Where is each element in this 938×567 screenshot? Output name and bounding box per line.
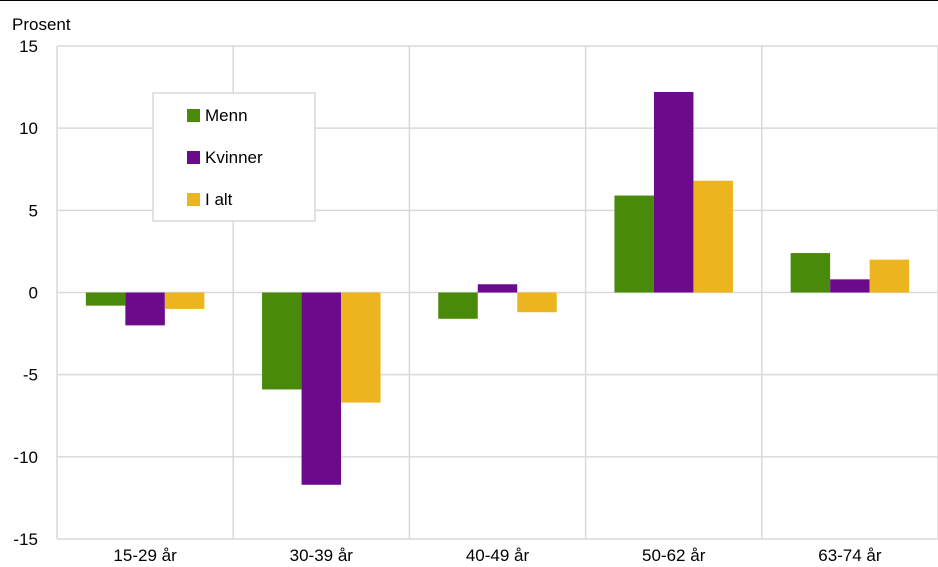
legend-swatch-kvinner xyxy=(187,151,200,164)
bar-menn-0 xyxy=(85,292,126,306)
bar-menn-2 xyxy=(438,292,478,319)
y-tick-label: 0 xyxy=(29,284,38,303)
y-axis-label: Prosent xyxy=(12,15,71,34)
x-tick-label: 40-49 år xyxy=(466,546,530,565)
legend-swatch-menn xyxy=(187,109,200,122)
bar-i-alt-1 xyxy=(341,292,381,403)
y-tick-labels: -15 -10 -5 0 5 10 15 xyxy=(13,37,38,549)
bar-kvinner-0 xyxy=(125,292,165,326)
bars xyxy=(85,92,910,485)
y-tick-label: 10 xyxy=(19,119,38,138)
bar-menn-1 xyxy=(262,292,302,390)
x-tick-label: 50-62 år xyxy=(642,546,706,565)
bar-menn-4 xyxy=(790,253,831,293)
bar-i-alt-0 xyxy=(164,292,205,309)
bar-kvinner-1 xyxy=(301,292,342,485)
x-tick-label: 30-39 år xyxy=(290,546,354,565)
x-tick-labels: 15-29 år 30-39 år 40-49 år 50-62 år 63-74 år xyxy=(113,546,881,565)
x-tick-label: 63-74 år xyxy=(818,546,882,565)
bar-kvinner-3 xyxy=(653,92,694,293)
legend-label-kvinner: Kvinner xyxy=(205,148,263,167)
legend-box xyxy=(152,92,316,222)
y-tick-label: -15 xyxy=(13,530,38,549)
bar-i-alt-3 xyxy=(693,180,733,293)
legend-swatch-i-alt xyxy=(187,193,200,206)
bar-kvinner-2 xyxy=(477,284,518,293)
legend-label-i-alt: I alt xyxy=(205,190,233,209)
legend-label-menn: Menn xyxy=(205,106,248,125)
bar-kvinner-4 xyxy=(830,279,870,293)
bar-i-alt-2 xyxy=(517,292,557,313)
bar-menn-3 xyxy=(614,195,654,293)
y-tick-label: 15 xyxy=(19,37,38,56)
legend: Menn Kvinner I alt xyxy=(152,92,316,222)
y-tick-label: -10 xyxy=(13,448,38,467)
x-tick-label: 15-29 år xyxy=(113,546,177,565)
bar-i-alt-4 xyxy=(869,259,910,293)
y-tick-label: 5 xyxy=(29,201,38,220)
y-tick-label: -5 xyxy=(23,366,38,385)
